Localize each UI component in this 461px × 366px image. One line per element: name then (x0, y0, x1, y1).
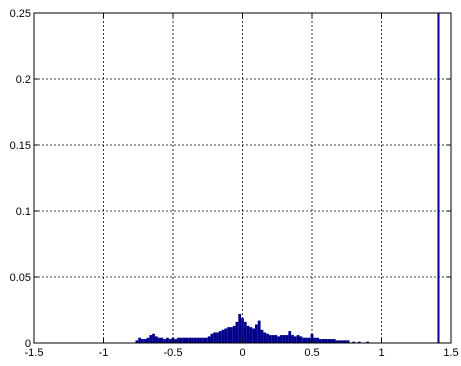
histogram-bar (252, 328, 256, 343)
histogram-bar (249, 327, 253, 343)
histogram-bar (257, 320, 261, 343)
histogram-bar (277, 336, 281, 343)
histogram-bar (196, 337, 200, 343)
grid-lines (34, 13, 451, 343)
histogram-bar (166, 337, 169, 343)
histogram-bar (157, 337, 161, 343)
y-tick-label: 0 (25, 338, 31, 350)
histogram-bar (246, 325, 250, 343)
histogram-bar (357, 341, 361, 343)
histogram-bar (174, 339, 178, 343)
histogram-bar (291, 335, 294, 343)
histogram-bar (146, 337, 150, 343)
x-tick-label: 1.5 (443, 347, 458, 359)
y-tick-label: 0.25 (10, 8, 31, 20)
histogram-bar (213, 332, 217, 343)
histogram-bar (280, 335, 283, 343)
histogram-bar (191, 337, 194, 343)
histogram-bar (293, 336, 297, 343)
histogram-bar (218, 331, 222, 343)
histogram-bar (327, 339, 331, 343)
histogram-bar (274, 335, 278, 343)
histogram-bar (238, 313, 242, 343)
histogram-bar (282, 335, 286, 343)
histogram-bar (154, 336, 158, 343)
histogram-bar (271, 335, 275, 343)
histogram-bar (202, 337, 205, 343)
x-axis-ticks: -1.5 -1 -0.5 0 0.5 1 1.5 (25, 13, 459, 359)
histogram-bar (318, 339, 322, 343)
histogram-bar (152, 333, 155, 343)
histogram-bar (241, 317, 244, 343)
x-tick-label: -1 (99, 347, 109, 359)
histogram-bar (179, 337, 183, 343)
y-axis-ticks: 0 0.05 0.1 0.15 0.2 0.25 (10, 8, 451, 350)
histogram-bar (210, 333, 214, 343)
histogram-bar (332, 339, 336, 343)
x-tick-label: -1.5 (25, 347, 44, 359)
histogram-bar (141, 339, 144, 343)
histogram-bar (143, 339, 147, 343)
histogram-bar (207, 336, 211, 343)
histogram-bar (266, 333, 269, 343)
histogram-bar (168, 339, 172, 343)
histogram-bar (288, 331, 292, 343)
histogram-bar (182, 337, 186, 343)
histogram-bar (199, 337, 203, 343)
histogram-bar (177, 337, 180, 343)
histogram-bar (216, 332, 219, 343)
histogram-bar (296, 335, 300, 343)
histogram-bar (305, 337, 308, 343)
histogram-bar (366, 341, 369, 343)
histogram-bar (138, 337, 142, 343)
histogram-bar (313, 337, 317, 343)
histogram-bar (204, 337, 208, 343)
histogram-bar (316, 337, 319, 343)
histogram-bar (338, 340, 342, 343)
histogram-bar (268, 335, 272, 343)
y-tick-label: 0.05 (10, 272, 31, 284)
histogram-bar (224, 328, 228, 343)
histogram-bar (135, 340, 139, 343)
histogram-bar (160, 337, 164, 343)
histogram-bar (229, 327, 233, 343)
histogram-bar (185, 337, 189, 343)
histogram-bar (321, 339, 325, 343)
histogram-bars (135, 313, 369, 343)
histogram-bar (163, 339, 167, 343)
histogram-bar (255, 324, 258, 343)
histogram-bar (221, 329, 225, 343)
histogram-bar (227, 327, 230, 343)
histogram-bar (341, 340, 344, 343)
histogram-bar (352, 341, 356, 343)
histogram-bar (243, 321, 247, 343)
y-tick-label: 0.2 (16, 74, 31, 86)
histogram-bar (149, 335, 153, 343)
x-tick-label: 1 (378, 347, 384, 359)
histogram-bar (260, 329, 264, 343)
x-tick-label: 0.5 (304, 347, 319, 359)
histogram-bar (188, 337, 192, 343)
histogram-bar (343, 340, 347, 343)
x-tick-label: 0 (239, 347, 245, 359)
histogram-bar (193, 337, 197, 343)
histogram-bar (299, 336, 303, 343)
x-tick-label: -0.5 (164, 347, 183, 359)
histogram-bar (285, 335, 289, 343)
histogram-bar (330, 339, 333, 343)
histogram-bar (346, 340, 350, 343)
y-tick-label: 0.1 (16, 206, 31, 218)
histogram-bar (232, 325, 236, 343)
histogram-bar (335, 340, 339, 343)
histogram-bar (235, 321, 239, 343)
histogram-bar (302, 337, 306, 343)
histogram-bar (263, 332, 267, 343)
y-tick-label: 0.15 (10, 140, 31, 152)
histogram-bar (310, 333, 314, 343)
histogram-bar (307, 337, 311, 343)
histogram-bar (324, 339, 328, 343)
